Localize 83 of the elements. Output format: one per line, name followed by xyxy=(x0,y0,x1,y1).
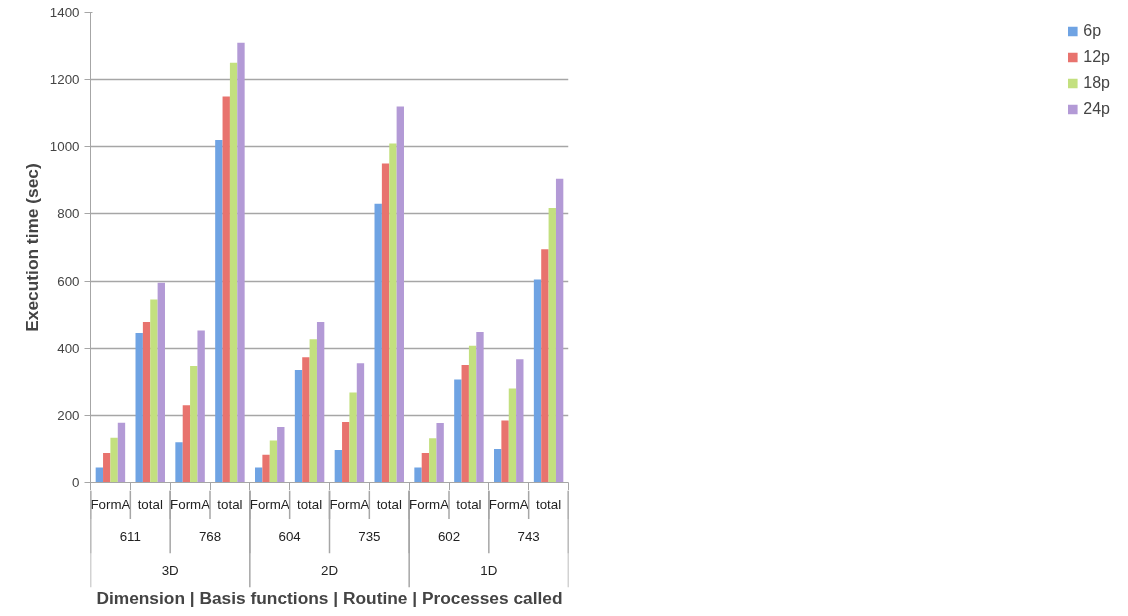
bar xyxy=(237,42,245,483)
bar xyxy=(533,279,542,483)
legend-label: 24p xyxy=(1083,100,1110,118)
y-tick-label: 400 xyxy=(57,340,80,356)
bar xyxy=(436,423,444,483)
x-tick-label: FormA xyxy=(409,497,450,513)
bar xyxy=(396,106,404,483)
bar xyxy=(548,207,556,483)
x-axis-title: Dimension | Basis functions | Routine | Processes called xyxy=(96,587,563,608)
bar xyxy=(389,143,397,483)
bar xyxy=(516,359,524,483)
bar xyxy=(157,282,165,483)
legend-label: 6p xyxy=(1083,22,1103,40)
x-tick-label: FormA xyxy=(249,497,290,513)
legend-label: 18p xyxy=(1083,74,1110,92)
bar xyxy=(294,370,303,483)
y-tick-label: 1000 xyxy=(49,139,80,155)
bar xyxy=(110,437,118,483)
bar xyxy=(142,322,151,483)
text: 743 xyxy=(517,528,540,544)
bar xyxy=(334,449,343,483)
bar xyxy=(269,440,278,483)
x-tick-label: total xyxy=(376,497,402,513)
legend-label: 12p xyxy=(1083,48,1110,66)
bar xyxy=(501,420,509,483)
bar xyxy=(468,345,477,483)
x-tick-label: total xyxy=(217,497,243,513)
bar xyxy=(302,357,310,483)
text: 735 xyxy=(358,528,381,544)
text: 1D xyxy=(480,562,498,578)
bar xyxy=(182,405,191,483)
text: 602 xyxy=(437,528,461,544)
y-tick-label: 600 xyxy=(57,273,80,289)
y-tick-label: 200 xyxy=(57,407,80,423)
bar xyxy=(508,388,517,483)
bar xyxy=(461,365,469,483)
bar xyxy=(277,427,285,483)
bar xyxy=(429,438,437,483)
x-tick-label: total xyxy=(535,497,562,513)
bar xyxy=(454,379,462,483)
x-tick-label: FormA xyxy=(170,497,211,513)
bar xyxy=(150,299,158,483)
text: 3D xyxy=(161,562,179,578)
bar xyxy=(476,332,484,483)
text: 604 xyxy=(278,528,302,544)
bar xyxy=(117,422,126,483)
y-tick-label: 1200 xyxy=(49,72,80,88)
bar xyxy=(135,333,143,483)
bar xyxy=(229,62,238,483)
bar xyxy=(316,322,325,483)
bar xyxy=(190,366,198,483)
bar xyxy=(555,178,564,483)
y-axis-title: Execution time (sec) xyxy=(21,163,42,332)
bar xyxy=(494,448,502,483)
bar xyxy=(374,203,382,483)
bar xyxy=(356,363,365,483)
bar xyxy=(215,140,223,483)
bar xyxy=(414,467,422,483)
bar xyxy=(175,442,183,483)
bar xyxy=(381,163,390,483)
bar xyxy=(103,452,111,483)
x-tick-label: total xyxy=(137,497,163,513)
bar xyxy=(255,467,263,483)
bar xyxy=(349,392,357,483)
bar xyxy=(541,249,549,483)
bar xyxy=(421,452,430,483)
bar xyxy=(197,330,205,483)
x-tick-label: FormA xyxy=(329,497,370,513)
x-tick-label: total xyxy=(296,497,323,513)
text: 2D xyxy=(320,562,339,578)
bar xyxy=(262,454,270,483)
x-tick-label: FormA xyxy=(488,497,529,513)
text: 611 xyxy=(119,528,141,544)
y-tick-label: 800 xyxy=(57,206,80,222)
x-tick-label: total xyxy=(456,497,482,513)
bar xyxy=(95,467,104,483)
x-tick-label: FormA xyxy=(90,497,131,513)
bar xyxy=(309,339,317,483)
bar xyxy=(342,422,350,483)
text: 768 xyxy=(198,528,222,544)
y-tick-label: 0 xyxy=(72,475,80,490)
bar xyxy=(222,96,230,483)
y-tick-label: 1400 xyxy=(49,5,80,20)
